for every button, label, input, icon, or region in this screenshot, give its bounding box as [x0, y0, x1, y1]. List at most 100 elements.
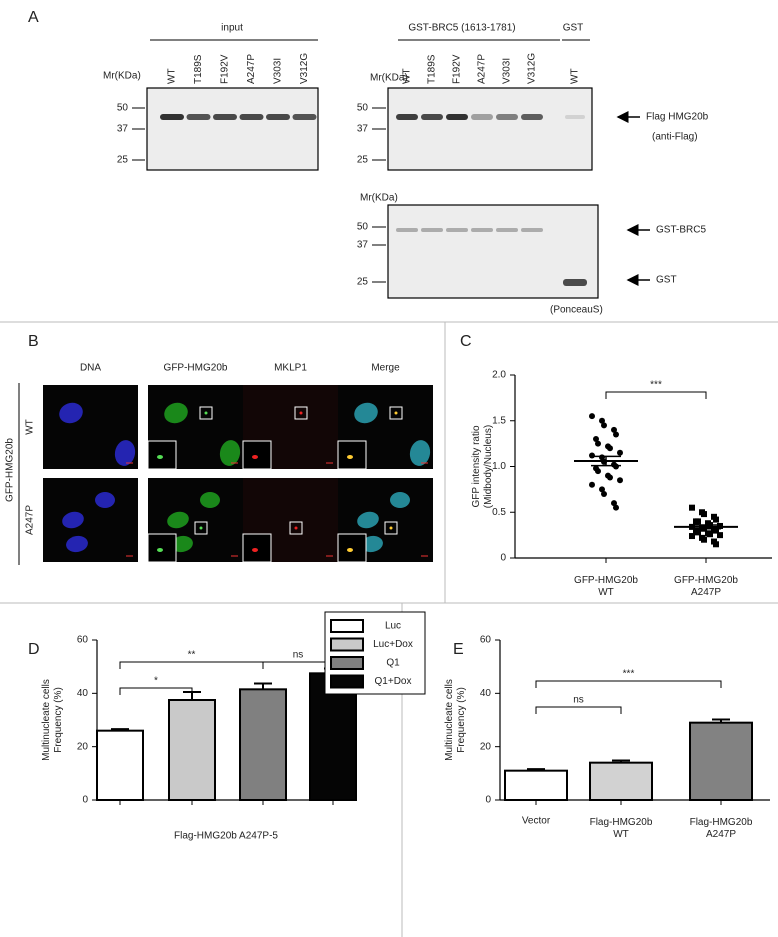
y-tick-label: 60 — [480, 635, 492, 646]
marker-label: 25 — [357, 277, 369, 288]
legend-label: Q1+Dox — [375, 676, 412, 687]
midbody — [199, 526, 203, 530]
marker-label: 37 — [117, 124, 129, 135]
gst-header: GST — [563, 23, 584, 34]
band — [421, 228, 443, 232]
midbody — [347, 548, 353, 552]
nucleus — [219, 440, 241, 466]
data-point — [607, 445, 613, 452]
nucleus — [62, 511, 84, 529]
data-point — [717, 532, 723, 539]
panel-label: D — [28, 641, 40, 658]
inset — [242, 440, 272, 470]
midbody — [252, 548, 258, 552]
data-point — [595, 440, 601, 447]
nucleus — [171, 535, 193, 553]
roi-box — [389, 406, 403, 420]
midbody — [294, 526, 298, 530]
y-tick-label: 0 — [500, 553, 506, 564]
x-tick-label: Vector — [522, 816, 551, 827]
significance-bracket — [119, 687, 193, 695]
mr-label: Mr(KDa) — [360, 193, 398, 204]
column-title: Merge — [371, 363, 400, 374]
lane-label: V312G — [299, 53, 310, 84]
band — [396, 114, 418, 120]
band — [396, 228, 418, 232]
bar — [168, 699, 216, 801]
sem-bar — [691, 524, 721, 530]
x-axis-label: Flag-HMG20b A247P-5 — [174, 831, 278, 842]
significance-bracket — [535, 706, 622, 714]
bar — [239, 688, 287, 801]
band — [471, 228, 493, 232]
nucleus — [354, 402, 378, 424]
band — [446, 228, 468, 232]
lane-label: F192V — [452, 54, 463, 84]
band — [186, 114, 211, 120]
panel-label: A — [28, 9, 39, 26]
band — [213, 114, 237, 120]
nucleus — [164, 402, 188, 424]
inset — [147, 533, 177, 563]
roi-box — [199, 406, 213, 420]
inset — [337, 440, 367, 470]
panel-label: E — [453, 641, 464, 658]
y-tick-label: 20 — [77, 741, 89, 752]
y-axis-label: Multinucleate cellsFrequency (%) — [41, 679, 64, 761]
mr-label: Mr(KDa) — [103, 71, 141, 82]
marker-label: 37 — [357, 124, 369, 135]
band — [521, 228, 543, 232]
data-point — [589, 452, 595, 459]
row-label: WT — [25, 419, 36, 435]
midbody — [157, 455, 163, 459]
legend-label: Q1 — [386, 658, 400, 669]
midbody — [394, 411, 398, 415]
marker-label: 37 — [357, 240, 369, 251]
band — [565, 115, 585, 119]
y-tick-label: 2.0 — [492, 370, 506, 381]
lane-label: T189S — [193, 54, 204, 84]
band-label: GST — [656, 275, 677, 286]
band-label: (PonceauS) — [550, 305, 603, 316]
data-point — [595, 468, 601, 475]
midbody — [347, 455, 353, 459]
legend-swatch — [330, 637, 364, 652]
data-point — [695, 529, 701, 536]
y-tick-label: 0 — [82, 795, 88, 806]
data-point — [593, 436, 599, 443]
data-point — [713, 527, 719, 534]
band — [266, 114, 290, 120]
band-label: (anti-Flag) — [652, 132, 698, 143]
nucleus — [66, 535, 88, 553]
nucleus — [390, 492, 410, 508]
marker-label: 25 — [117, 155, 129, 166]
midbody — [157, 548, 163, 552]
group-label: GFP-HMG20b — [5, 438, 16, 502]
micrograph — [43, 478, 138, 562]
bar — [689, 721, 753, 802]
data-point — [601, 422, 607, 429]
x-tick-label: GFP-HMG20b A247P — [674, 575, 738, 598]
nucleus — [167, 511, 189, 529]
lane-label: F192V — [220, 54, 231, 84]
data-point — [601, 490, 607, 497]
x-tick-label: GFP-HMG20b WT — [574, 575, 638, 598]
roi-box — [294, 406, 308, 420]
midbody — [204, 411, 208, 415]
y-tick-label: 0.5 — [492, 507, 506, 518]
lane-label: T189S — [427, 54, 438, 84]
data-point — [613, 463, 619, 470]
significance-label: * — [154, 676, 158, 687]
blot — [387, 87, 593, 171]
band-label: Flag HMG20b — [646, 112, 709, 123]
bar — [504, 769, 568, 802]
lane-label: WT — [167, 68, 178, 84]
band — [521, 114, 543, 120]
band — [496, 228, 518, 232]
lane-label: V303I — [273, 58, 284, 84]
data-point — [689, 504, 695, 511]
nucleus — [200, 492, 220, 508]
band-label: GST-BRC5 — [656, 225, 706, 236]
y-tick-label: 1.0 — [492, 461, 506, 472]
data-point — [617, 477, 623, 484]
